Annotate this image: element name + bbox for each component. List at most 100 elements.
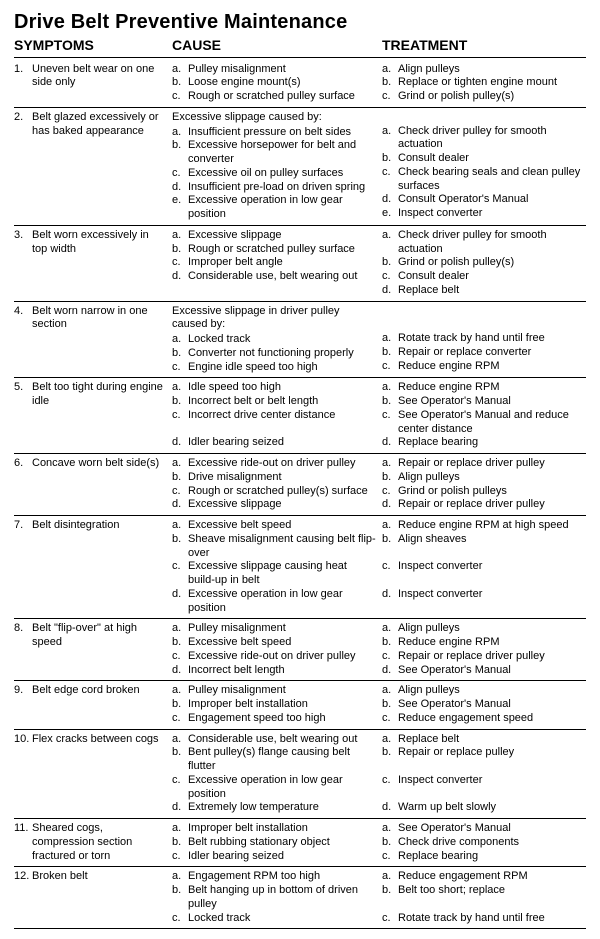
treatment-list: a.Check driver pulley for smooth actuati…	[382, 229, 586, 298]
symptom-cell: 8.Belt "flip-over" at high speed	[14, 622, 172, 677]
table-body: 1.Uneven belt wear on one side onlya.Pul…	[14, 60, 586, 930]
item-text: Excessive operation in low gear position	[188, 588, 376, 616]
treatment-list: a.See Operator's Manualb.Check drive com…	[382, 822, 586, 863]
item-text: Belt rubbing stationary object	[188, 836, 376, 850]
item-text	[398, 788, 586, 802]
item-text: Replace or tighten engine mount	[398, 76, 586, 90]
item-text: Reduce engine RPM	[398, 636, 586, 650]
item-text: Considerable use, belt wearing out	[188, 270, 376, 284]
item-text: Excessive oil on pulley surfaces	[188, 167, 376, 181]
item-letter: b.	[382, 395, 398, 409]
item-letter: b.	[382, 836, 398, 850]
item-letter: a.	[172, 229, 188, 243]
list-item: c.Reduce engine RPM	[382, 360, 586, 374]
item-text: Reduce engagement speed	[398, 712, 586, 726]
symptom-number: 5.	[14, 381, 32, 395]
item-letter: c.	[382, 360, 398, 374]
list-item: b.Sheave misalignment causing belt flip-…	[172, 533, 376, 561]
item-letter: b.	[172, 139, 188, 167]
symptom-number: 12.	[14, 870, 32, 884]
item-letter: c.	[172, 90, 188, 104]
symptom-number: 8.	[14, 622, 32, 636]
list-item: b.Belt too short; replace	[382, 884, 586, 898]
item-letter: a.	[172, 622, 188, 636]
list-item: b.Consult dealer	[382, 152, 586, 166]
list-item: a.Reduce engine RPM at high speed	[382, 519, 586, 533]
table-header-row: SYMPTOMS CAUSE TREATMENT	[14, 37, 586, 58]
list-item: c.Rotate track by hand until free	[382, 912, 586, 926]
treatment-list: a.Repair or replace driver pulleyb.Align…	[382, 457, 586, 512]
item-letter: c.	[172, 409, 188, 423]
item-letter: b.	[382, 698, 398, 712]
item-letter: b.	[172, 746, 188, 774]
item-text: Incorrect belt or belt length	[188, 395, 376, 409]
list-item: a.Rotate track by hand until free	[382, 332, 586, 346]
list-item: b.Rough or scratched pulley surface	[172, 243, 376, 257]
item-text: Pulley misalignment	[188, 684, 376, 698]
list-item: d.Excessive slippage	[172, 498, 376, 512]
item-text: Engagement speed too high	[188, 712, 376, 726]
item-letter: c.	[172, 850, 188, 864]
cause-cell: a.Pulley misalignmentb.Loose engine moun…	[172, 63, 382, 104]
symptom-number: 7.	[14, 519, 32, 533]
list-item	[382, 547, 586, 561]
symptom-number: 10.	[14, 733, 32, 747]
cause-intro: Excessive slippage in driver pulley caus…	[172, 305, 376, 333]
item-text: See Operator's Manual	[398, 664, 586, 678]
item-letter: a.	[172, 822, 188, 836]
cause-list: a.Locked trackb.Converter not functionin…	[172, 333, 376, 374]
item-letter	[382, 898, 398, 912]
item-text: Pulley misalignment	[188, 63, 376, 77]
treatment-list: a.Align pulleysb.Replace or tighten engi…	[382, 63, 586, 104]
treatment-cell: a.Check driver pulley for smooth actuati…	[382, 229, 586, 298]
item-letter: a.	[382, 63, 398, 77]
item-letter: b.	[382, 76, 398, 90]
symptom-number: 4.	[14, 305, 32, 319]
item-letter: c.	[172, 256, 188, 270]
list-item: b.Improper belt installation	[172, 698, 376, 712]
list-item: a.Pulley misalignment	[172, 684, 376, 698]
item-text: Inspect converter	[398, 207, 586, 221]
list-item: c.Grind or polish pulley(s)	[382, 90, 586, 104]
item-letter	[172, 423, 188, 437]
item-text: Excessive slippage causing heat build-up…	[188, 560, 376, 588]
item-text: Insufficient pre-load on driven spring	[188, 181, 376, 195]
symptom-cell: 9.Belt edge cord broken	[14, 684, 172, 725]
list-item: d.Considerable use, belt wearing out	[172, 270, 376, 284]
list-item: c.Inspect converter	[382, 560, 586, 574]
item-text: Repair or replace driver pulley	[398, 498, 586, 512]
symptom-text: Belt disintegration	[32, 519, 164, 533]
item-letter	[382, 760, 398, 774]
item-text: Improper belt angle	[188, 256, 376, 270]
list-item: d.Excessive operation in low gear positi…	[172, 588, 376, 616]
list-item: c.Rough or scratched pulley(s) surface	[172, 485, 376, 499]
symptom-text: Flex cracks between cogs	[32, 733, 164, 747]
header-cause: CAUSE	[172, 37, 382, 55]
item-letter: a.	[382, 457, 398, 471]
treatment-list: a.Reduce engine RPMb.See Operator's Manu…	[382, 381, 586, 450]
item-letter: c.	[172, 560, 188, 588]
item-letter: a.	[172, 684, 188, 698]
item-letter: b.	[172, 471, 188, 485]
list-item: a.Excessive belt speed	[172, 519, 376, 533]
list-item: b.Loose engine mount(s)	[172, 76, 376, 90]
item-text: Inspect converter	[398, 560, 586, 574]
item-letter: d.	[382, 588, 398, 602]
symptom-text: Uneven belt wear on one side only	[32, 63, 164, 91]
list-item: a.Considerable use, belt wearing out	[172, 733, 376, 747]
item-letter: c.	[382, 166, 398, 194]
item-text: Replace bearing	[398, 436, 586, 450]
item-text: Inspect converter	[398, 588, 586, 602]
item-letter: a.	[382, 381, 398, 395]
symptom-cell: 10.Flex cracks between cogs	[14, 733, 172, 816]
item-letter: b.	[172, 698, 188, 712]
symptom-text: Belt "flip-over" at high speed	[32, 622, 164, 650]
cause-cell: a.Excessive ride-out on driver pulleyb.D…	[172, 457, 382, 512]
item-text: Excessive ride-out on driver pulley	[188, 457, 376, 471]
cause-list: a.Pulley misalignmentb.Improper belt ins…	[172, 684, 376, 725]
item-text: Considerable use, belt wearing out	[188, 733, 376, 747]
list-item: c.Engagement speed too high	[172, 712, 376, 726]
cause-list: a.Excessive slippageb.Rough or scratched…	[172, 229, 376, 284]
item-text: Idler bearing seized	[188, 850, 376, 864]
item-letter: c.	[172, 912, 188, 926]
